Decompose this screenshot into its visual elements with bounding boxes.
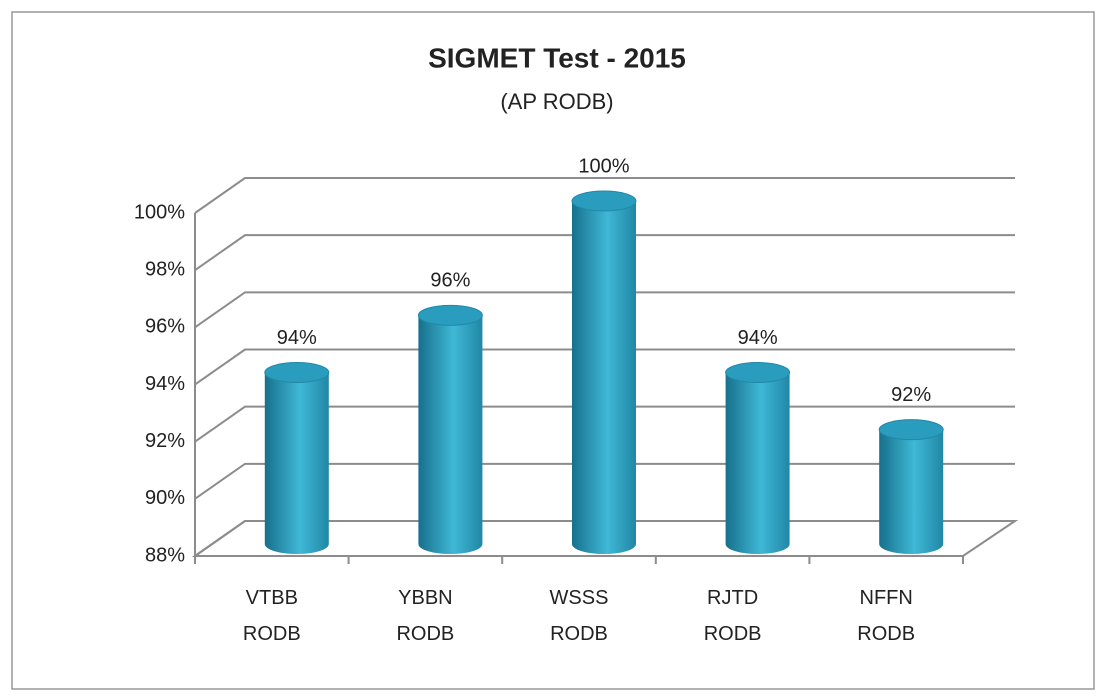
bar-body [418,315,483,554]
floor [191,520,1019,557]
y-tick-label: 88% [145,544,185,566]
x-tick-label: YBBN RODB [396,587,455,645]
bar [571,190,637,554]
chart-title: SIGMET Test - 2015 [428,42,686,73]
grid-line [194,177,1015,214]
y-tick-label: 98% [145,258,185,280]
bar-top [725,362,791,383]
x-tick-label: WSSS RODB [549,587,609,645]
y-tick-label: 90% [145,487,185,509]
value-label: 100% [578,155,629,177]
value-label: 96% [430,270,470,292]
bar [417,304,483,554]
grid-line [194,348,1015,386]
value-label: 94% [277,327,317,349]
bar-body [572,201,636,554]
y-tick-label: 92% [145,430,185,452]
bar [725,362,791,554]
bar-top [417,304,483,326]
bar-top [264,362,330,383]
bar-top [878,419,944,441]
y-tick-label: 96% [145,316,185,338]
x-tick-label: VTBB RODB [242,587,301,645]
bar-body [264,372,329,554]
value-label: 94% [738,327,778,349]
bar-body [725,372,790,554]
bar [878,419,944,554]
x-tick-label: NFFN RODB [857,587,916,645]
bar-top [571,190,637,212]
x-tick-label: RJTD RODB [703,587,762,645]
y-tick-label: 100% [134,201,185,223]
chart-subtitle: (AP RODB) [500,89,613,114]
bar [264,362,330,554]
value-label: 92% [891,384,931,406]
y-tick-label: 94% [145,373,185,395]
grid-line [194,234,1015,271]
bar-body [879,429,944,554]
grid-line [194,291,1015,329]
